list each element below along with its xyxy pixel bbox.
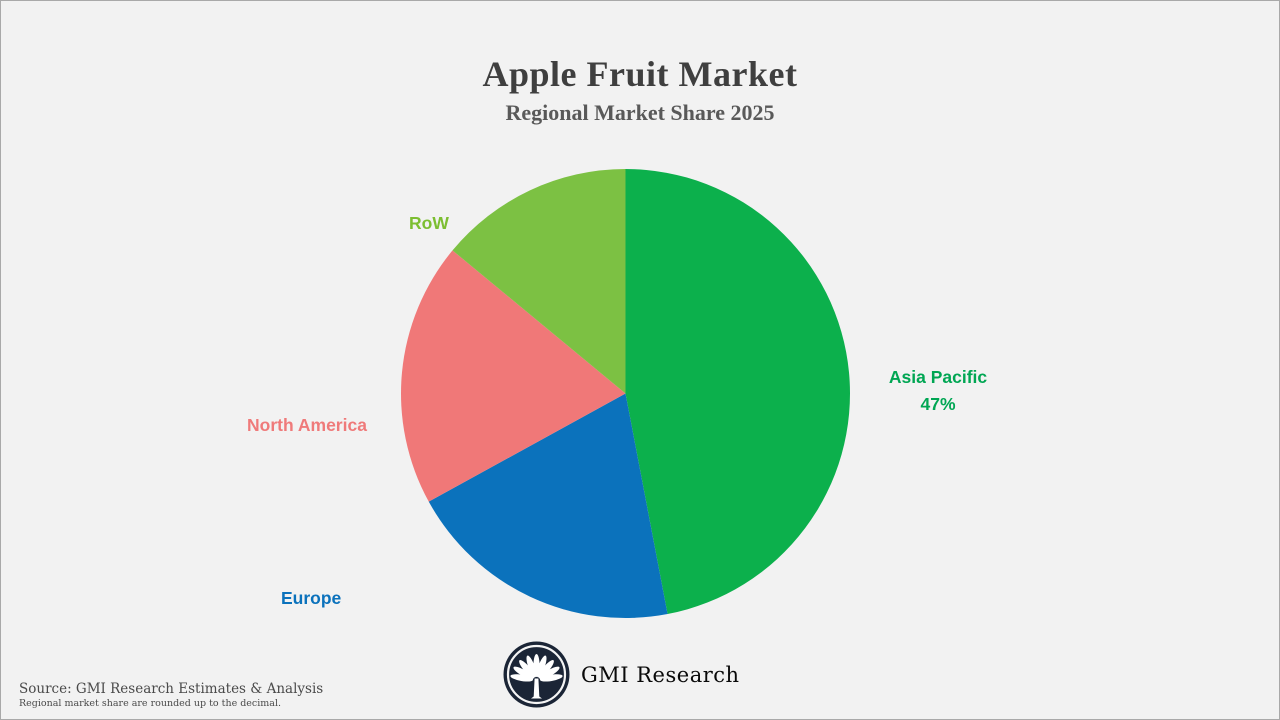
gmi-research-logo-icon	[503, 641, 570, 708]
slice-label-asia-pacific: Asia Pacific 47%	[883, 364, 993, 418]
pie-slice-north-america	[401, 250, 626, 502]
slice-label-asia-pacific-name: Asia Pacific	[888, 367, 988, 387]
brand-logo-row: GMI Research	[503, 641, 740, 708]
source-text: Source: GMI Research Estimates & Analysi…	[19, 681, 324, 697]
pie-slice-europe	[428, 393, 668, 618]
slice-label-row: RoW	[409, 213, 449, 233]
chart-subtitle: Regional Market Share 2025	[505, 100, 775, 125]
slice-label-asia-pacific-value: 47%	[920, 394, 956, 414]
slice-label-north-america: North America	[247, 415, 367, 435]
chart-title: Apple Fruit Market	[482, 54, 798, 94]
footer: Source: GMI Research Estimates & Analysi…	[19, 681, 323, 710]
pie-slice-asia-pacific	[625, 169, 851, 615]
pie-slice-row	[452, 169, 626, 394]
slice-label-europe: Europe	[281, 588, 342, 608]
footnote-text: Regional market share are rounded up to …	[19, 698, 282, 709]
brand-name: GMI Research	[581, 662, 740, 687]
